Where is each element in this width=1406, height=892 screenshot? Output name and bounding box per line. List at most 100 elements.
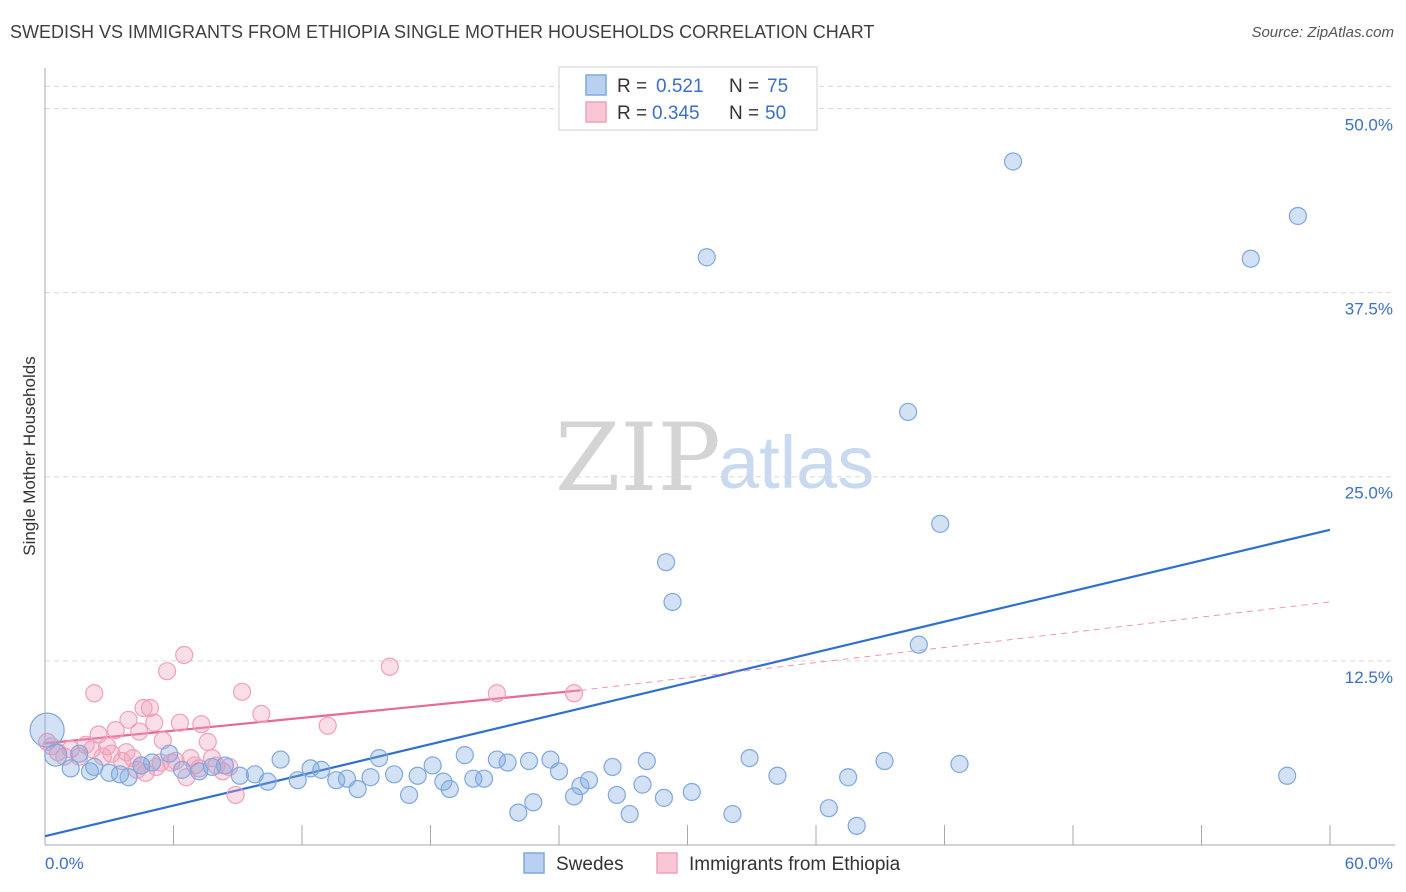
point-swedes: [519, 751, 539, 771]
point-swedes: [61, 759, 80, 778]
point-swedes: [740, 748, 759, 768]
tick-labels: 12.5% 25.0% 37.5% 50.0% 0.0% 60.0%: [45, 115, 1393, 873]
legend-r-value-2: 0.345: [652, 103, 700, 124]
point-ethiopia: [564, 684, 584, 703]
point-ethiopia: [232, 682, 252, 701]
point-swedes: [215, 756, 234, 775]
point-swedes: [697, 248, 716, 267]
point-swedes: [440, 779, 459, 799]
point-ethiopia: [318, 716, 337, 735]
point-swedes: [474, 769, 494, 788]
point-ethiopia: [112, 751, 132, 771]
legend-swatch-swedes: [585, 74, 607, 96]
point-swedes: [230, 766, 249, 785]
point-swedes: [819, 799, 838, 818]
point-swedes: [723, 804, 742, 824]
point-swedes: [361, 768, 380, 787]
point-ethiopia: [140, 698, 160, 718]
point-swedes: [620, 804, 639, 824]
point-swedes: [637, 751, 656, 771]
legend-swatch-ethiopia: [585, 101, 607, 123]
point-ethiopia: [85, 684, 104, 703]
watermark-zip: ZIP: [555, 404, 721, 513]
point-swedes: [312, 760, 331, 779]
point-ethiopia: [134, 698, 153, 718]
point-swedes: [44, 743, 68, 767]
point-swedes: [271, 750, 290, 769]
point-swedes: [487, 750, 506, 769]
x-tick-label: 60.0%: [1345, 854, 1393, 873]
point-swedes: [654, 788, 674, 807]
point-swedes: [434, 772, 453, 791]
point-swedes: [1278, 766, 1297, 785]
point-swedes: [579, 771, 599, 790]
point-ethiopia: [192, 715, 211, 734]
source-credit: Source: ZipAtlas.com: [1251, 24, 1394, 41]
point-swedes: [464, 769, 483, 788]
point-swedes: [950, 754, 969, 774]
point-swedes: [682, 782, 701, 802]
point-swedes: [663, 592, 682, 612]
point-swedes: [1241, 249, 1260, 268]
bottom-legend: Swedes Immigrants from Ethiopia: [523, 852, 901, 875]
point-swedes: [524, 793, 543, 812]
point-swedes: [768, 766, 787, 785]
point-swedes: [1003, 152, 1023, 171]
point-swedes: [1288, 206, 1307, 226]
bottom-legend-ethiopia: Immigrants from Ethiopia: [689, 854, 901, 875]
point-swedes: [370, 748, 389, 768]
point-swedes: [607, 785, 626, 805]
trend-line-swedes: [44, 528, 1331, 838]
point-swedes: [119, 768, 138, 787]
point-ethiopia: [119, 710, 138, 729]
watermark-atlas: atlas: [718, 421, 874, 504]
data-points: [29, 152, 1307, 835]
point-swedes: [348, 779, 367, 799]
legend-n-label-2: N =: [729, 103, 759, 124]
point-swedes: [549, 762, 569, 781]
point-swedes: [564, 787, 584, 806]
bottom-legend-swatch-swedes: [523, 852, 545, 874]
point-ethiopia: [145, 713, 164, 732]
point-swedes: [509, 803, 528, 822]
x-tick-label: 0.0%: [45, 854, 84, 873]
point-swedes: [931, 514, 950, 533]
point-ethiopia: [157, 662, 177, 681]
point-ethiopia: [175, 645, 194, 665]
legend-n-value-2: 50: [765, 103, 786, 124]
axes: [44, 68, 1395, 846]
y-tick-label: 25.0%: [1345, 484, 1393, 503]
point-ethiopia: [198, 732, 217, 751]
point-swedes: [423, 756, 442, 775]
point-swedes: [160, 744, 179, 763]
point-swedes: [455, 746, 474, 765]
legend-n-label-1: N =: [729, 76, 759, 97]
point-ethiopia: [170, 713, 190, 732]
point-swedes: [399, 785, 419, 805]
point-swedes: [29, 712, 65, 748]
legend-n-value-1: 75: [767, 76, 788, 97]
point-ethiopia: [487, 684, 506, 703]
y-tick-label: 50.0%: [1345, 115, 1393, 134]
point-swedes: [288, 771, 307, 790]
point-swedes: [847, 816, 866, 835]
point-swedes: [384, 765, 404, 784]
legend-box: R = 0.521 N = 75 R = 0.345 N = 50: [558, 66, 818, 131]
point-ethiopia: [102, 744, 121, 763]
legend-r-label-2: R =: [617, 103, 647, 124]
y-tick-label: 37.5%: [1345, 300, 1393, 319]
point-swedes: [603, 757, 622, 777]
bottom-legend-swedes: Swedes: [556, 854, 624, 875]
chart-title: SWEDISH VS IMMIGRANTS FROM ETHIOPIA SING…: [10, 22, 875, 42]
legend-r-label-1: R =: [617, 76, 647, 97]
trend-line-ethiopia-extension: [580, 601, 1331, 691]
point-swedes: [132, 756, 151, 775]
point-swedes: [408, 766, 427, 785]
point-swedes: [172, 760, 192, 779]
point-ethiopia: [106, 720, 125, 740]
point-swedes: [142, 753, 162, 772]
point-swedes: [875, 751, 894, 771]
point-swedes: [898, 402, 918, 422]
point-ethiopia: [226, 785, 245, 805]
y-tick-label: 12.5%: [1345, 668, 1393, 687]
